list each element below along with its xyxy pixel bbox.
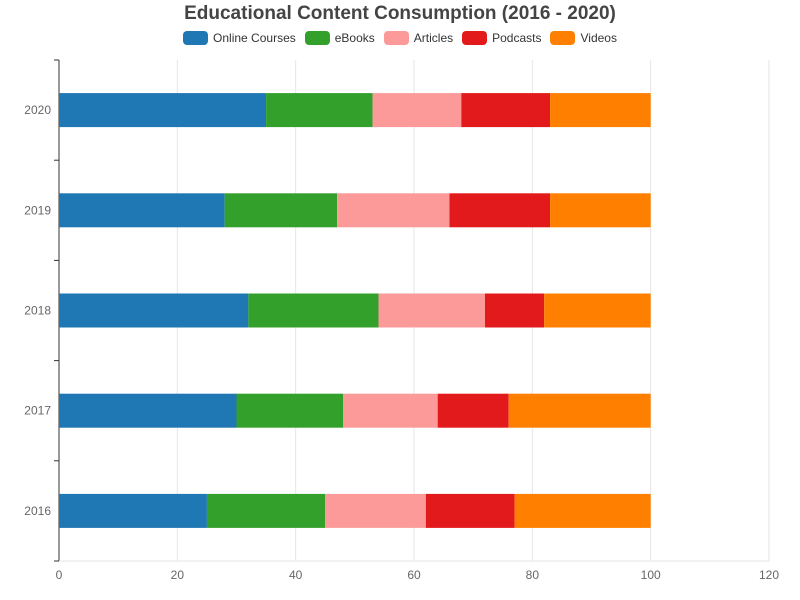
legend-swatch <box>383 31 409 45</box>
y-tick-label: 2017 <box>24 404 51 418</box>
x-tick-label: 100 <box>641 568 661 582</box>
bar-articles-2018 <box>378 293 485 328</box>
bar-videos-2019 <box>550 193 651 228</box>
legend-label: Online Courses <box>213 31 296 45</box>
bar-articles-2016 <box>325 493 426 528</box>
legend-swatch <box>550 31 576 45</box>
x-tick-label: 40 <box>289 568 303 582</box>
y-tick-label: 2019 <box>24 203 51 217</box>
bar-online-courses-2020 <box>59 93 267 128</box>
legend-label: Podcasts <box>492 31 542 45</box>
bar-ebooks-2019 <box>224 193 338 228</box>
bar-online-courses-2017 <box>59 393 237 428</box>
x-tick-label: 60 <box>407 568 421 582</box>
legend-item-articles[interactable]: Articles <box>383 31 454 45</box>
bar-online-courses-2016 <box>59 493 207 528</box>
legend: Online Courses eBooks Articles Podcasts Vide… <box>0 31 800 45</box>
y-tick-label: 2018 <box>24 304 51 318</box>
x-tick-label: 0 <box>56 568 63 582</box>
bar-articles-2020 <box>372 93 462 128</box>
bar-articles-2019 <box>337 193 450 228</box>
bar-videos-2017 <box>508 393 651 428</box>
bar-podcasts-2018 <box>485 293 545 328</box>
bar-videos-2020 <box>550 93 651 128</box>
bar-videos-2016 <box>514 493 651 528</box>
bar-ebooks-2020 <box>266 93 373 128</box>
x-tick-label: 120 <box>759 568 779 582</box>
bar-online-courses-2018 <box>59 293 249 328</box>
legend-label: eBooks <box>334 31 375 45</box>
chart-title: Educational Content Consumption (2016 - … <box>184 3 616 24</box>
bar-ebooks-2017 <box>236 393 343 428</box>
legend-item-videos[interactable]: Videos <box>550 31 617 45</box>
legend-label: Articles <box>413 31 454 45</box>
legend-swatch <box>462 31 488 45</box>
legend-item-podcasts[interactable]: Podcasts <box>462 31 541 45</box>
legend-swatch <box>183 31 209 45</box>
bar-online-courses-2019 <box>59 193 225 228</box>
bar-articles-2017 <box>343 393 438 428</box>
bar-podcasts-2020 <box>461 93 551 128</box>
x-tick-label: 20 <box>171 568 185 582</box>
legend-item-online-courses[interactable]: Online Courses <box>183 31 296 45</box>
legend-label: Videos <box>580 31 617 45</box>
bar-videos-2018 <box>544 293 651 328</box>
y-tick-label: 2020 <box>24 103 51 117</box>
bar-podcasts-2019 <box>449 193 551 228</box>
y-tick-label: 2016 <box>24 504 51 518</box>
bar-ebooks-2018 <box>248 293 379 328</box>
x-tick-label: 80 <box>526 568 540 582</box>
bar-ebooks-2016 <box>206 493 326 528</box>
legend-item-ebooks[interactable]: eBooks <box>304 31 375 45</box>
bar-podcasts-2016 <box>425 493 515 528</box>
legend-swatch <box>304 31 330 45</box>
bar-podcasts-2017 <box>437 393 509 428</box>
